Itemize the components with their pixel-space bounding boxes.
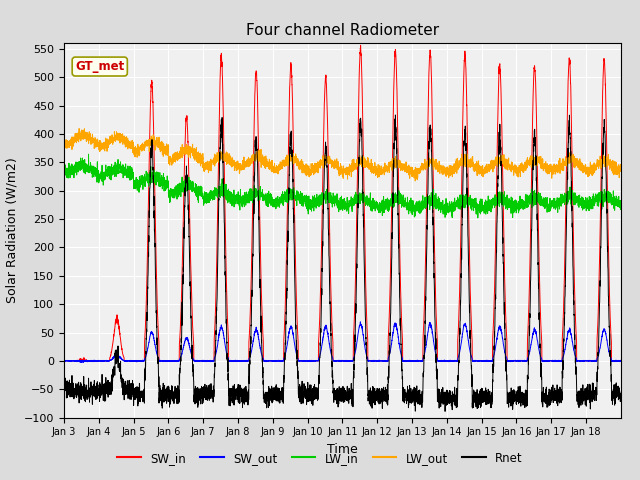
Rnet: [393, 155, 401, 161]
LW_in: [84, 151, 92, 157]
LW_out: [60, 142, 68, 148]
Rnet: [363, 368, 371, 373]
LW_out: [393, 159, 401, 165]
Line: SW_in: SW_in: [64, 45, 621, 361]
Rnet: [495, 144, 503, 150]
Line: SW_out: SW_out: [64, 322, 621, 362]
Rnet: [441, 408, 449, 414]
SW_in: [175, 341, 183, 347]
SW_out: [176, 356, 184, 362]
Y-axis label: Solar Radiation (W/m2): Solar Radiation (W/m2): [5, 157, 19, 303]
Line: LW_out: LW_out: [64, 129, 621, 181]
SW_out: [393, 326, 401, 332]
LW_in: [60, 166, 68, 171]
Title: Four channel Radiometer: Four channel Radiometer: [246, 23, 439, 38]
SW_out: [356, 319, 364, 324]
SW_out: [60, 358, 68, 364]
LW_out: [412, 178, 419, 184]
LW_in: [617, 201, 625, 206]
SW_in: [393, 87, 401, 93]
LW_out: [176, 151, 184, 157]
Rnet: [392, 112, 399, 118]
SW_in: [537, 324, 545, 329]
X-axis label: Time: Time: [327, 443, 358, 456]
Rnet: [523, 394, 531, 399]
SW_out: [537, 355, 545, 360]
SW_out: [617, 358, 625, 363]
SW_out: [495, 323, 503, 329]
Line: LW_in: LW_in: [64, 154, 621, 218]
LW_in: [523, 201, 531, 206]
SW_in: [356, 42, 364, 48]
LW_in: [393, 197, 401, 203]
LW_out: [495, 155, 503, 160]
LW_out: [617, 168, 625, 174]
SW_in: [495, 71, 503, 77]
Rnet: [175, 377, 183, 383]
Line: Rnet: Rnet: [64, 115, 621, 411]
Rnet: [617, 391, 625, 396]
Rnet: [60, 384, 68, 389]
SW_out: [77, 360, 85, 365]
LW_out: [537, 165, 545, 171]
LW_in: [176, 190, 184, 195]
SW_out: [364, 354, 371, 360]
Rnet: [537, 360, 545, 366]
Text: GT_met: GT_met: [75, 60, 124, 73]
SW_in: [364, 326, 371, 332]
LW_out: [523, 165, 531, 171]
LW_in: [495, 200, 503, 206]
Legend: SW_in, SW_out, LW_in, LW_out, Rnet: SW_in, SW_out, LW_in, LW_out, Rnet: [113, 447, 527, 469]
SW_in: [60, 358, 68, 364]
LW_out: [76, 126, 83, 132]
LW_in: [537, 196, 545, 202]
SW_in: [523, 358, 531, 364]
LW_in: [474, 215, 482, 221]
SW_out: [523, 358, 531, 364]
LW_in: [364, 201, 371, 207]
LW_out: [364, 160, 371, 166]
SW_in: [617, 358, 625, 364]
